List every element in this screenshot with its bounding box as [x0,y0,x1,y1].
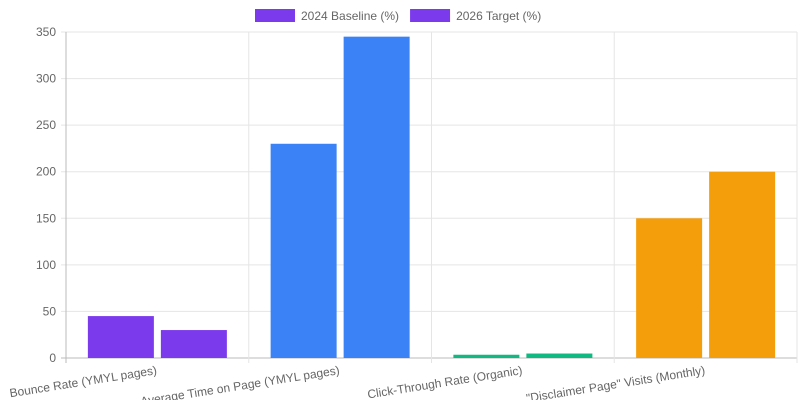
bar-baseline [636,218,703,358]
y-tick-label: 200 [36,165,56,179]
legend-label: 2026 Target (%) [456,9,541,23]
x-tick-label: "Disclaimer Page" Visits (Monthly) [525,363,706,400]
y-tick-label: 150 [36,211,56,225]
legend-swatch [410,9,451,22]
bar-target [160,330,227,358]
bar-baseline [270,143,337,358]
x-tick-label: Click-Through Rate (Organic) [366,363,523,400]
bar-target [526,353,593,358]
legend-label: 2024 Baseline (%) [301,9,399,23]
y-tick-label: 100 [36,258,56,272]
bar-target [343,36,410,359]
bar-baseline [453,354,520,358]
legend-swatch [255,9,295,22]
y-tick-label: 250 [36,118,56,132]
y-tick-label: 350 [36,25,56,39]
y-tick-label: 0 [49,351,56,365]
y-tick-label: 50 [43,304,57,318]
y-tick-label: 300 [36,72,56,86]
x-tick-label: Average Time on Page (YMYL pages) [139,363,340,400]
bar-target [709,171,776,358]
x-tick-label: Bounce Rate (YMYL pages) [9,363,158,400]
bar-baseline [87,316,154,358]
